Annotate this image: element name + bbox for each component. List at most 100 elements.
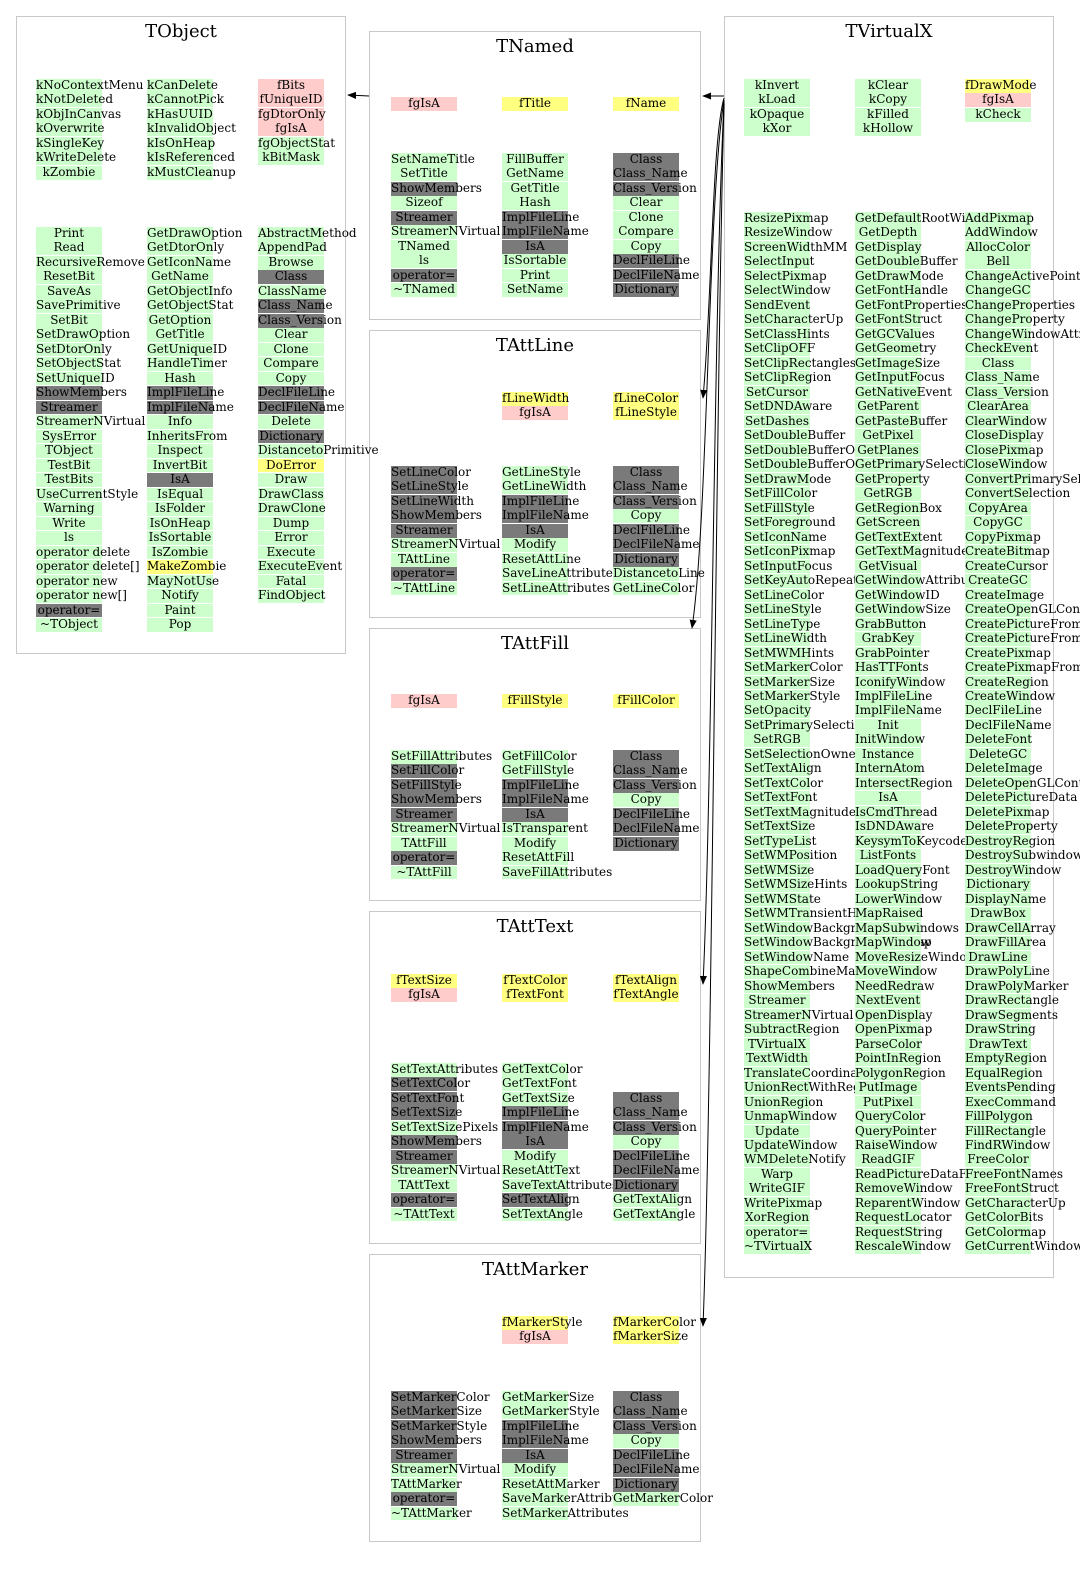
method-testbits: TestBits (36, 473, 102, 487)
member-flinecolor: fLineColor (613, 391, 679, 406)
member-kobjincanvas: kObjInCanvas (36, 106, 122, 122)
method-writepixmap: WritePixmap (744, 1195, 823, 1211)
method-getregionbox: GetRegionBox (855, 500, 942, 516)
member-kcandelete: kCanDelete (147, 78, 218, 93)
method-findrwindow: FindRWindow (965, 1138, 1051, 1153)
method-streamernvirtual: StreamerNVirtual (744, 1007, 854, 1023)
method-clone: Clone (613, 210, 679, 225)
method-getwindowsize: GetWindowSize (855, 602, 951, 617)
method-gettitle: GetTitle (502, 181, 568, 196)
tvirtualx-member-column: fDrawMode fgIsA kCheck (965, 78, 1037, 122)
method-convertprimaryselection: ConvertPrimarySelection (965, 471, 1080, 487)
method-implfileline: ImplFileLine (502, 777, 580, 793)
method-setwmsizehints: SetWMSizeHints (744, 877, 848, 892)
method-setname: SetName (502, 283, 568, 297)
tattline-method-column: SetLineColor SetLineStyle SetLineWidth Show… (391, 465, 500, 596)
method-showmembers: ShowMembers (36, 385, 127, 400)
method-drawpolymarker: DrawPolyMarker (965, 978, 1069, 994)
method-getdrawmode: GetDrawMode (855, 268, 944, 284)
method-showmembers: ShowMembers (391, 1433, 482, 1449)
tattline-member-column: fLineColor fLineStyle (613, 391, 679, 421)
method-istransparent: IsTransparent (502, 821, 588, 837)
method-class-name: Class_Name (258, 298, 333, 314)
method-streamer: Streamer (36, 400, 102, 415)
tnamed-method-column: Class Class_Name Class_Version Clear Clone Co… (613, 152, 700, 298)
method-operator: operator= (391, 1491, 457, 1506)
method-browse: Browse (258, 255, 324, 270)
method-putimage: PutImage (855, 1080, 921, 1095)
method-notify: Notify (147, 589, 213, 603)
method-shapecombinemask: ShapeCombineMask (744, 964, 869, 979)
method-createimage: CreateImage (965, 587, 1045, 603)
method-setlinewidth: SetLineWidth (744, 631, 827, 646)
method-polygonregion: PolygonRegion (855, 1065, 946, 1081)
method-setwmposition: SetWMPosition (744, 848, 838, 863)
method-setforeground: SetForeground (744, 515, 836, 530)
method-declfileline: DeclFileLine (965, 703, 1043, 719)
method-changeproperty: ChangeProperty (965, 312, 1065, 327)
method-checkevent: CheckEvent (965, 341, 1039, 356)
method-setclipoff: SetClipOFF (744, 341, 816, 356)
member-kzombie: kZombie (36, 165, 102, 180)
method-getfontstruct: GetFontStruct (855, 312, 943, 327)
tnamed-member-column: fgIsA (391, 96, 457, 111)
method-getparent: GetParent (855, 400, 921, 414)
method-declfilename: DeclFileName (613, 1462, 700, 1478)
class-title-tnamed: TNamed (496, 36, 574, 57)
method-modify: Modify (502, 1149, 568, 1164)
method-copyarea: CopyArea (965, 501, 1031, 516)
method-implfilename: ImplFileName (855, 703, 942, 719)
class-title-tattmarker: TAttMarker (481, 1259, 589, 1280)
class-title-tattfill: TAttFill (501, 633, 569, 654)
member-kisreferenced: kIsReferenced (147, 150, 235, 166)
member-funiqueid: fUniqueID (258, 92, 324, 108)
class-title-tvirtualx: TVirtualX (845, 21, 933, 42)
member-ftextangle: fTextAngle (613, 987, 679, 1003)
method-freecolor: FreeColor (965, 1153, 1031, 1168)
method-setdoublebufferoff: SetDoubleBufferOFF (744, 442, 872, 458)
method-getwindowattributes: GetWindowAttributes (855, 573, 987, 588)
method-init: Init (855, 718, 921, 733)
method-class-version: Class_Version (613, 180, 697, 196)
method-selectpixmap: SelectPixmap (744, 268, 827, 284)
method-readgif: ReadGIF (855, 1153, 921, 1168)
method-write: Write (36, 516, 102, 531)
method-print: Print (36, 226, 102, 241)
method-tobject: ~TObject (36, 617, 102, 632)
member-flinestyle: fLineStyle (613, 406, 679, 421)
method-warp: Warp (744, 1167, 810, 1182)
method-ls: ls (36, 531, 102, 545)
member-fgisa: fgIsA (258, 122, 324, 137)
method-destroysubwindows: DestroySubwindows (965, 848, 1080, 863)
method-setwmsize: SetWMSize (744, 862, 815, 878)
method-mapwindow: MapWindow (855, 935, 931, 950)
member-fdrawmode: fDrawMode (965, 78, 1037, 93)
method-streamernvirtual: StreamerNVirtual (391, 1462, 501, 1478)
class-title-tattline: TAttLine (495, 335, 575, 356)
method-implfileline: ImplFileLine (147, 385, 225, 400)
method-getmarkerstyle: GetMarkerStyle (502, 1404, 600, 1420)
tattline-method-column: Class Class_Name Class_Version Copy DeclFile… (613, 465, 705, 596)
method-lookupstring: LookupString (855, 877, 939, 892)
method-saveas: SaveAs (36, 284, 102, 299)
member-fgisa: fgIsA (502, 1330, 568, 1345)
tatttext-member-column: fTextColor fTextFont (502, 973, 568, 1003)
method-tattmarker: ~TAttMarker (391, 1505, 472, 1521)
method-modify: Modify (502, 836, 568, 851)
method-abstractmethod: AbstractMethod (258, 226, 357, 241)
method-gettextextent: GetTextExtent (855, 529, 943, 545)
tattfill-method-column: GetFillColor GetFillStyle ImplFileLine Impl… (502, 749, 612, 880)
method-setdndaware: SetDNDAware (744, 399, 833, 414)
method-class: Class (613, 152, 679, 167)
member-fgisa: fgIsA (391, 96, 457, 111)
member-ftitle: fTitle (502, 96, 568, 111)
method-hash: Hash (147, 371, 213, 386)
method-unionregion: UnionRegion (744, 1094, 824, 1110)
method-streamernvirtual: StreamerNVirtual (391, 224, 501, 240)
member-knotdeleted: kNotDeleted (36, 92, 114, 108)
method-setfillstyle: SetFillStyle (744, 500, 815, 516)
method-settextangle: SetTextAngle (502, 1206, 583, 1222)
tnamed-member-column: fTitle (502, 96, 568, 111)
method-hash: Hash (502, 196, 568, 211)
member-ftextcolor: fTextColor (502, 973, 568, 988)
